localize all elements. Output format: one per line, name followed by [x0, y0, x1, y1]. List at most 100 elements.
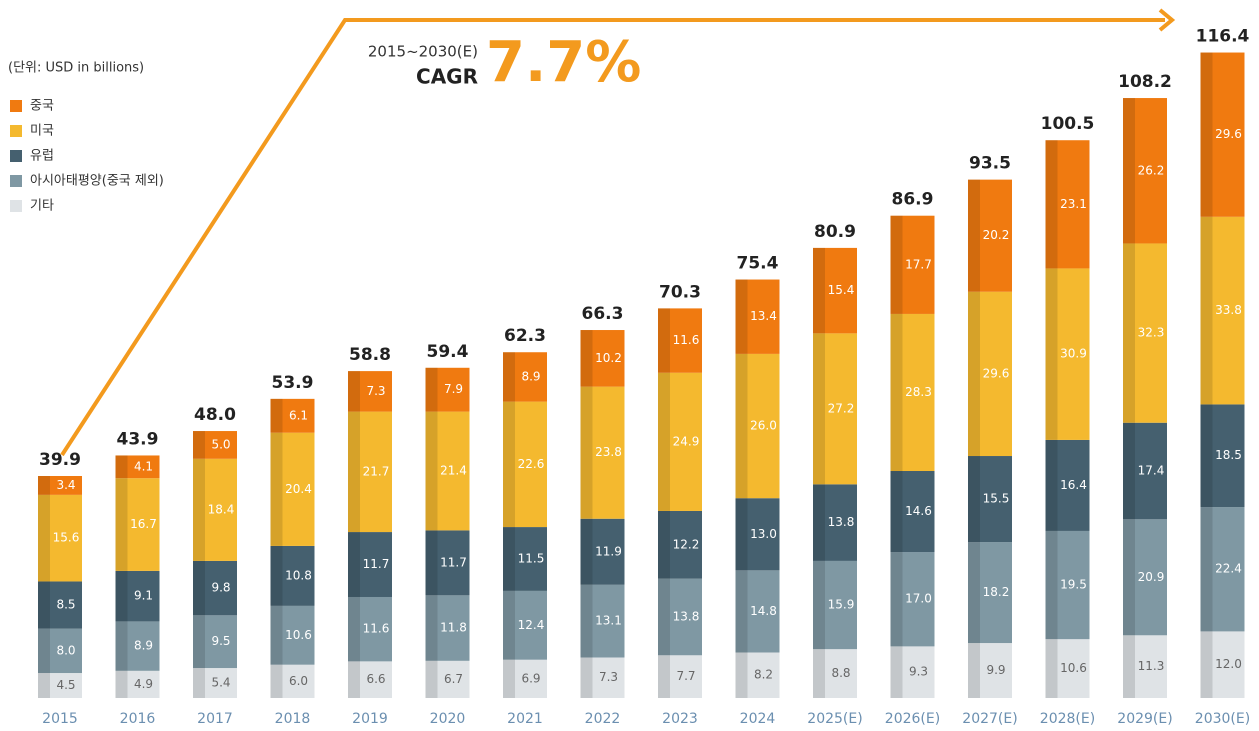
- value-label: 3.4: [56, 478, 75, 492]
- legend-label: 미국: [30, 124, 54, 139]
- bar-side: [348, 532, 360, 597]
- bar-segment: [270, 432, 315, 546]
- value-label: 11.8: [440, 621, 467, 635]
- bar-segment: [890, 215, 935, 314]
- bar-side: [115, 670, 128, 698]
- value-label: 17.0: [905, 592, 932, 606]
- bar-side: [1045, 639, 1058, 698]
- cagr-arrow: [60, 18, 1165, 457]
- value-label: 13.8: [673, 609, 700, 623]
- bar-segment: [890, 646, 935, 698]
- bar-side: [1200, 216, 1213, 405]
- value-label: 13.1: [595, 614, 622, 628]
- bar-segment: [1200, 631, 1245, 698]
- bar-segment: [1045, 639, 1090, 698]
- legend-label: 중국: [30, 99, 54, 114]
- legend-label: 아시아태평양(중국 제외): [30, 174, 164, 189]
- bar-segment: [425, 530, 470, 596]
- bar-side: [890, 313, 903, 472]
- value-label: 6.9: [521, 671, 540, 685]
- total-label: 86.9: [892, 190, 934, 210]
- bar-segment: [1045, 140, 1090, 269]
- bar-side: [580, 657, 593, 698]
- bar-side: [270, 432, 283, 546]
- legend-swatch: [10, 100, 22, 112]
- value-label: 26.2: [1138, 163, 1165, 177]
- bar-side: [348, 411, 360, 533]
- bar-segment: [348, 371, 392, 412]
- total-label: 59.4: [427, 342, 469, 362]
- bar-segment: [580, 657, 625, 698]
- value-label: 12.2: [673, 537, 700, 551]
- value-label: 28.3: [905, 385, 932, 399]
- bar-side: [270, 398, 283, 433]
- value-label: 8.2: [754, 668, 773, 682]
- bar-side: [1200, 404, 1213, 508]
- bar-segment: [735, 570, 780, 653]
- bar-segment: [425, 660, 470, 698]
- value-label: 10.8: [285, 568, 312, 582]
- value-label: 33.8: [1215, 303, 1242, 317]
- x-tick-label: 2027(E): [962, 711, 1017, 727]
- bar-segment: [658, 655, 702, 698]
- total-label: 100.5: [1041, 114, 1095, 134]
- bar-side: [1123, 635, 1135, 698]
- value-label: 8.8: [831, 666, 850, 680]
- bar-segment: [968, 643, 1012, 698]
- bar-segment: [270, 398, 315, 433]
- bar-side: [735, 498, 748, 571]
- value-label: 11.6: [673, 333, 700, 347]
- x-tick-label: 2028(E): [1040, 711, 1095, 727]
- value-label: 9.8: [211, 581, 230, 595]
- bar-segment: [1123, 635, 1167, 698]
- bar-side: [425, 595, 438, 661]
- bar-segment: [1200, 216, 1245, 405]
- bar-side: [735, 570, 748, 653]
- bar-segment: [270, 664, 315, 698]
- value-label: 20.9: [1138, 570, 1165, 584]
- bar-side: [425, 660, 438, 698]
- bar-segment: [1045, 268, 1090, 440]
- bar-side: [193, 560, 205, 616]
- bar-side: [115, 478, 128, 571]
- value-label: 22.4: [1215, 562, 1242, 576]
- cagr-label: CAGR: [416, 65, 478, 89]
- value-label: 5.4: [211, 676, 230, 690]
- bar-side: [1200, 507, 1213, 632]
- bar-segment: [193, 615, 237, 669]
- value-label: 10.2: [595, 351, 622, 365]
- bar-segment: [890, 552, 935, 647]
- value-label: 14.6: [905, 504, 932, 518]
- value-label: 21.4: [440, 464, 467, 478]
- value-label: 12.4: [518, 618, 545, 632]
- value-label: 12.0: [1215, 657, 1242, 671]
- value-label: 23.8: [595, 445, 622, 459]
- bar-segment: [890, 471, 935, 553]
- bar-segment: [658, 308, 702, 373]
- bar-segment: [735, 279, 780, 354]
- value-label: 21.7: [363, 464, 390, 478]
- bar-segment: [1200, 404, 1245, 508]
- bar-side: [658, 372, 670, 511]
- bar-side: [968, 291, 980, 457]
- bar-side: [1123, 422, 1135, 520]
- value-label: 17.7: [905, 257, 932, 271]
- bar-side: [658, 578, 670, 656]
- bar-side: [193, 431, 205, 459]
- bar-side: [348, 596, 360, 662]
- value-label: 16.7: [130, 517, 157, 531]
- total-label: 70.3: [659, 282, 701, 302]
- bar-segment: [348, 411, 392, 533]
- bar-segment: [813, 649, 857, 698]
- value-label: 13.0: [750, 527, 777, 541]
- x-tick-label: 2029(E): [1117, 711, 1172, 727]
- x-tick-label: 2018: [275, 711, 311, 727]
- value-label: 29.6: [1215, 127, 1242, 141]
- bar-side: [1045, 140, 1058, 269]
- x-tick-label: 2025(E): [807, 711, 862, 727]
- bar-segment: [968, 179, 1012, 292]
- bar-side: [270, 545, 283, 606]
- bar-side: [813, 247, 825, 334]
- bar-segment: [503, 401, 547, 528]
- bar-segment: [503, 527, 547, 591]
